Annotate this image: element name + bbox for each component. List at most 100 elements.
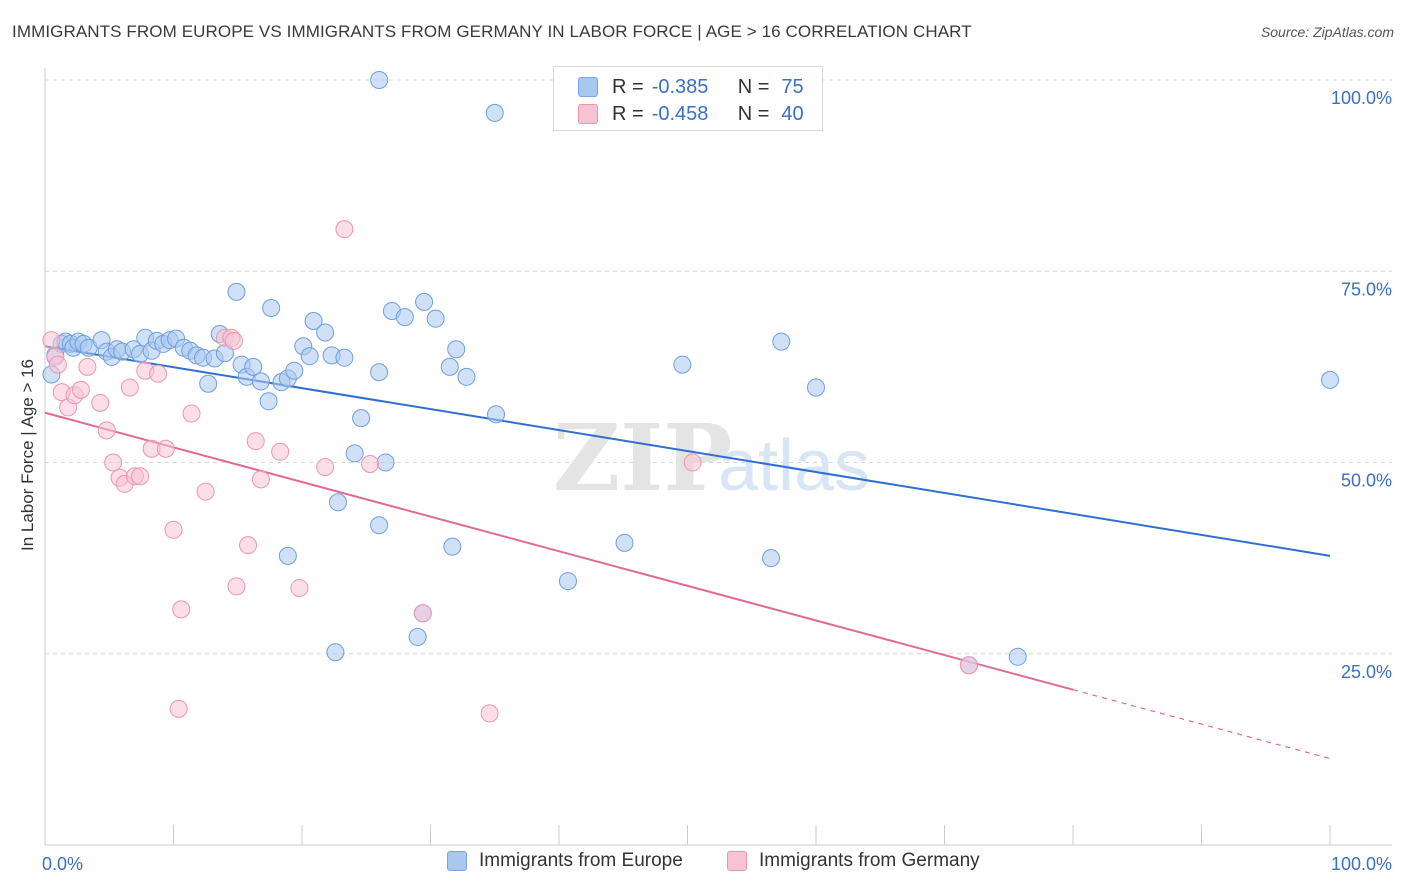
watermark-zip: ZIP [553,404,732,512]
germany-trend-extension [1072,689,1331,760]
tick-labels: 100.0% 75.0% 50.0% 25.0% 0.0% 100.0% [42,88,1392,874]
legend-label: Immigrants from Europe [479,850,683,871]
series-legend: Immigrants from Europe Immigrants from G… [0,850,1406,878]
source-label: Source: ZipAtlas.com [1260,24,1394,40]
legend-item-germany[interactable]: Immigrants from Germany [727,850,980,872]
europe-point [335,348,354,367]
europe-point [440,357,459,376]
germany-point [251,470,270,489]
europe-point [408,627,427,646]
europe-point [285,361,304,380]
germany-swatch [578,104,598,124]
germany-point [71,380,90,399]
europe-point [370,363,389,382]
germany-point [290,578,309,597]
europe-point [415,292,434,311]
europe-point [762,549,781,568]
germany-point [42,331,61,350]
germany-point [78,357,97,376]
europe-point [1008,647,1027,666]
germany-point [104,453,123,472]
europe-swatch [578,77,598,97]
germany-point [156,439,175,458]
europe-point [447,340,466,359]
europe-point [485,103,504,122]
r-label: R = [612,75,644,98]
europe-point [370,516,389,535]
germany-swatch [727,851,747,871]
europe-point [316,323,335,342]
europe-point [326,643,345,662]
axes [44,68,1392,846]
germany-point [149,364,168,383]
germany-point [120,378,139,397]
europe-point [615,533,634,552]
europe-point [352,409,371,428]
europe-point [251,372,270,391]
europe-point [426,309,445,328]
y-tick-label: 50.0% [1341,471,1392,491]
europe-point [457,367,476,386]
germany-point [164,520,183,539]
watermark-atlas: atlas [718,426,870,506]
x-tick-label: 0.0% [42,854,83,874]
germany-point [413,604,432,623]
europe-point [244,357,263,376]
y-axis-label: In Labor Force | Age > 16 [18,358,37,552]
europe-point [259,392,278,411]
germany-point [224,331,243,350]
r-value: -0.458 [651,102,709,125]
germany-point [196,482,215,501]
n-value: 75 [781,75,804,98]
stats-legend: R = -0.385 N = 75 R = -0.458 N = 40 [553,66,823,131]
europe-point [345,444,364,463]
europe-point [395,308,414,327]
germany-point [169,699,188,718]
europe-point [772,332,791,351]
europe-point [487,405,506,424]
germany-point [959,656,978,675]
y-tick-label: 100.0% [1331,88,1392,108]
germany-point [480,704,499,723]
germany-trend-line [44,411,1074,691]
germany-point [361,455,380,474]
europe-point [370,71,389,89]
europe-trend-line [44,345,1331,557]
europe-point [227,282,246,301]
europe-point [1321,370,1339,389]
europe-point [328,493,347,512]
x-tick-label: 100.0% [1331,854,1392,874]
europe-point [304,311,323,330]
chart-title: IMMIGRANTS FROM EUROPE VS IMMIGRANTS FRO… [12,22,972,41]
n-label: N = [737,75,770,98]
germany-point [335,220,354,239]
germany-point [316,458,335,477]
germany-point [182,404,201,423]
n-value: 40 [781,102,804,125]
europe-point [673,355,692,374]
europe-point [558,572,577,591]
europe-point [199,374,218,393]
europe-point [300,347,319,366]
germany-point [48,355,67,374]
y-tick-label: 25.0% [1341,662,1392,682]
legend-item-europe[interactable]: Immigrants from Europe [447,850,683,872]
germany-point [97,421,116,440]
stats-row-germany: R = -0.458 N = 40 [578,102,804,126]
germany-point [172,600,191,619]
germany-point [271,442,290,461]
r-value: -0.385 [651,75,709,98]
europe-swatch [447,851,467,871]
legend-label: Immigrants from Germany [759,850,980,871]
n-label: N = [737,102,770,125]
germany-point [246,432,265,451]
y-tick-label: 75.0% [1341,279,1392,299]
germany-point [227,577,246,596]
europe-point [278,546,297,565]
r-label: R = [612,102,644,125]
stats-row-europe: R = -0.385 N = 75 [578,75,804,99]
europe-point [443,537,462,556]
germany-point [683,453,702,472]
